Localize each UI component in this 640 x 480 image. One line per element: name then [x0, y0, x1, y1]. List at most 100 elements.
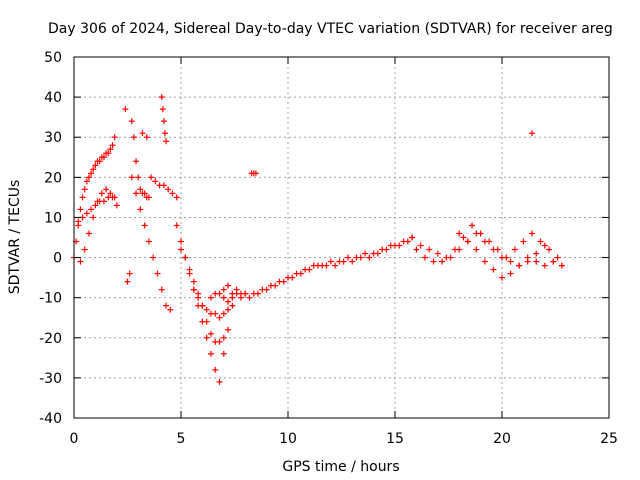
- data-point: [490, 266, 497, 273]
- data-point: [81, 186, 88, 193]
- data-point: [199, 302, 206, 309]
- data-point: [90, 214, 97, 221]
- data-point: [83, 178, 90, 185]
- data-point: [490, 246, 497, 253]
- data-point: [135, 174, 142, 181]
- data-point: [113, 202, 120, 209]
- data-point: [79, 194, 86, 201]
- data-point: [182, 254, 189, 261]
- data-point: [163, 138, 170, 145]
- data-point: [160, 118, 167, 125]
- data-point: [481, 238, 488, 245]
- y-tick-label: 40: [44, 90, 62, 106]
- data-point: [558, 262, 565, 269]
- data-point: [439, 258, 446, 265]
- data-point: [216, 338, 223, 345]
- y-tick-label: 50: [44, 50, 62, 66]
- data-point: [141, 222, 148, 229]
- y-axis-label: SDTVAR / TECUs: [7, 180, 23, 295]
- data-point: [537, 238, 544, 245]
- data-point: [85, 230, 92, 237]
- data-point: [499, 274, 505, 281]
- data-point: [447, 254, 454, 261]
- data-point: [158, 286, 165, 293]
- data-point: [516, 262, 523, 269]
- data-point: [533, 250, 540, 257]
- data-point: [520, 238, 527, 245]
- data-point: [154, 270, 161, 277]
- data-point: [220, 334, 227, 341]
- data-point: [327, 258, 334, 265]
- data-point: [190, 278, 197, 285]
- data-point: [285, 274, 291, 281]
- data-point: [344, 254, 351, 261]
- data-point: [100, 154, 107, 161]
- data-point: [387, 242, 394, 249]
- data-point: [133, 190, 140, 197]
- data-point: [111, 134, 118, 141]
- data-point: [212, 310, 219, 317]
- data-point: [92, 162, 99, 169]
- data-point: [148, 174, 155, 181]
- data-point: [105, 150, 112, 157]
- data-point: [220, 294, 227, 301]
- data-point: [460, 234, 467, 241]
- y-tick-label: -30: [39, 371, 62, 387]
- data-points: [71, 94, 565, 385]
- data-point: [379, 246, 386, 253]
- x-axis-label: GPS time / hours: [282, 459, 399, 475]
- data-point: [203, 306, 210, 313]
- data-point: [302, 266, 309, 273]
- data-point: [225, 282, 232, 289]
- data-point: [152, 178, 159, 185]
- data-point: [130, 134, 137, 141]
- data-point: [237, 294, 244, 301]
- data-point: [212, 366, 219, 373]
- data-point: [126, 270, 133, 277]
- data-point: [310, 262, 317, 269]
- data-point: [541, 242, 548, 249]
- data-point: [143, 134, 150, 141]
- data-point: [100, 198, 107, 205]
- data-point: [145, 194, 152, 201]
- data-point: [90, 166, 97, 173]
- data-point: [88, 206, 95, 213]
- data-point: [220, 310, 227, 317]
- data-point: [122, 106, 129, 113]
- data-point: [109, 194, 116, 201]
- data-point: [169, 190, 176, 197]
- data-point: [276, 278, 283, 285]
- data-point: [161, 130, 168, 137]
- data-point: [242, 290, 249, 297]
- data-point: [353, 254, 360, 261]
- data-point: [507, 258, 514, 265]
- data-point: [370, 250, 377, 257]
- data-point: [133, 158, 140, 165]
- data-point: [137, 206, 144, 213]
- data-point: [77, 258, 84, 265]
- data-point: [464, 238, 471, 245]
- data-point: [229, 302, 236, 309]
- data-point: [107, 146, 114, 153]
- data-point: [173, 194, 180, 201]
- data-point: [107, 190, 114, 197]
- data-point: [366, 254, 373, 261]
- data-point: [165, 186, 172, 193]
- data-point: [128, 118, 135, 125]
- data-point: [150, 254, 157, 261]
- x-tick-label: 15: [386, 431, 404, 447]
- data-point: [417, 242, 424, 249]
- data-point: [554, 254, 561, 261]
- data-point: [524, 254, 531, 261]
- data-point: [413, 246, 420, 253]
- gridlines: [74, 57, 609, 418]
- data-point: [225, 298, 232, 305]
- chart-title: Day 306 of 2024, Sidereal Day-to-day VTE…: [48, 21, 613, 37]
- data-point: [430, 258, 437, 265]
- data-point: [220, 350, 227, 357]
- data-point: [229, 290, 236, 297]
- data-point: [75, 218, 82, 225]
- data-point: [267, 282, 274, 289]
- data-point: [124, 278, 131, 285]
